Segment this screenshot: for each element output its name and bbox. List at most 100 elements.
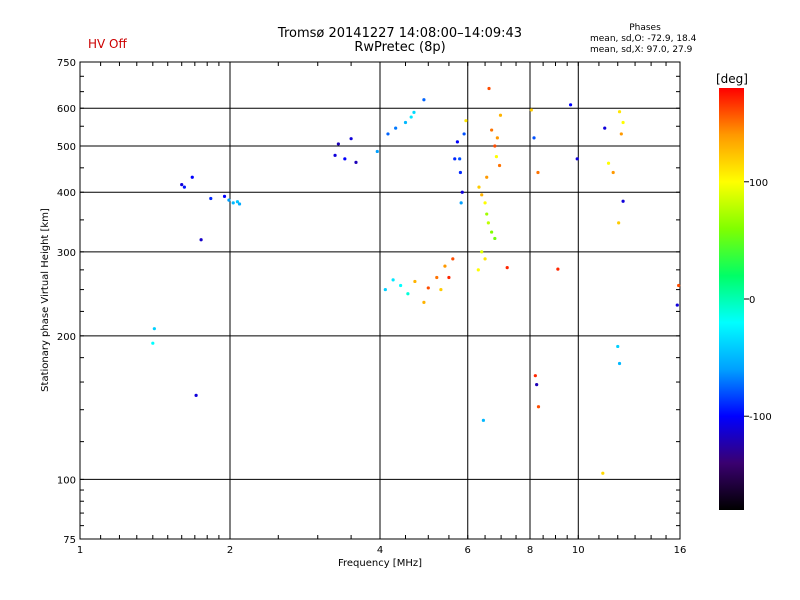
phases-o-mode: mean, sd,O: -72.9, 18.4: [590, 34, 697, 44]
y-tick-label: 600: [57, 104, 76, 115]
data-point: [458, 157, 462, 161]
data-point: [476, 268, 480, 272]
data-point: [349, 137, 353, 141]
data-point: [533, 374, 537, 378]
data-point: [375, 149, 379, 154]
data-point: [494, 155, 499, 159]
data-point: [180, 182, 184, 187]
data-point: [619, 132, 623, 136]
data-point: [462, 132, 466, 136]
data-point: [529, 108, 533, 112]
data-point: [447, 275, 451, 280]
y-tick-label: 300: [57, 248, 76, 259]
data-point: [227, 198, 231, 202]
data-point: [617, 361, 622, 366]
data-point: [391, 278, 395, 282]
data-point: [453, 157, 457, 161]
data-point: [481, 418, 485, 422]
chart-subtitle: RwPretec (8p): [354, 40, 446, 55]
data-point: [498, 113, 503, 117]
data-point: [333, 153, 337, 157]
data-point: [343, 157, 347, 161]
colorbar-tick-label: 0: [749, 295, 755, 306]
data-point: [621, 120, 625, 125]
x-tick-label: 16: [674, 545, 687, 556]
x-tick-label: 6: [465, 545, 471, 556]
data-point: [483, 201, 487, 205]
data-point: [556, 267, 560, 271]
colorbar-tick-label: 100: [749, 178, 768, 189]
data-point: [483, 257, 487, 261]
data-point: [568, 103, 573, 107]
data-point: [199, 238, 203, 242]
data-point: [611, 170, 615, 175]
colorbar: [719, 88, 744, 510]
data-point: [422, 300, 426, 305]
data-point: [182, 185, 186, 189]
x-axis-label: Frequency [MHz]: [338, 558, 422, 569]
data-point: [399, 283, 403, 288]
data-point: [152, 327, 156, 331]
x-tick-label: 10: [572, 545, 585, 556]
data-point: [480, 193, 484, 197]
data-point: [490, 128, 494, 132]
data-point: [460, 190, 464, 194]
data-point: [383, 287, 387, 292]
x-tick-labels: 1 2 4 6 8 10 16: [77, 545, 687, 556]
y-tick-label: 75: [63, 535, 76, 546]
data-point: [151, 341, 155, 345]
data-point: [505, 265, 509, 270]
phases-x-mode: mean, sd,X: 97.0, 27.9: [590, 45, 693, 55]
x-tick-label: 4: [377, 545, 383, 556]
axis-ticks: [80, 62, 680, 539]
data-point: [190, 175, 194, 179]
data-point: [536, 170, 540, 175]
data-point: [458, 170, 463, 175]
data-point: [459, 201, 463, 205]
data-point: [451, 257, 455, 261]
y-tick-label: 750: [57, 58, 76, 69]
y-axis-label: Stationary phase Virtual Height [km]: [40, 208, 51, 392]
data-point: [485, 212, 489, 216]
y-tick-label: 100: [57, 475, 76, 486]
data-point: [386, 132, 390, 136]
data-point: [490, 230, 494, 234]
data-point: [487, 86, 491, 91]
data-point: [413, 279, 417, 284]
data-point: [617, 221, 621, 225]
data-point: [485, 175, 489, 179]
data-point: [535, 383, 539, 387]
y-tick-label: 400: [57, 188, 76, 199]
data-point: [677, 283, 681, 288]
data-point: [601, 471, 605, 475]
data-point: [497, 163, 502, 168]
colorbar-label: [deg]: [716, 72, 748, 86]
data-point: [606, 161, 611, 165]
data-point: [616, 344, 620, 349]
colorbar-tick-label: -100: [749, 412, 772, 423]
x-tick-label: 2: [227, 545, 233, 556]
data-point: [617, 110, 622, 114]
data-point: [409, 115, 413, 119]
y-tick-labels: 75 100 200 300 400 500 600 750: [57, 58, 76, 546]
data-point: [532, 136, 536, 140]
hv-status: HV Off: [88, 37, 127, 51]
x-tick-label: 1: [77, 545, 83, 556]
data-point: [486, 221, 490, 225]
scatter-points: [151, 86, 681, 475]
chart-title: Tromsø 20141227 14:08:00–14:09:43: [277, 26, 523, 41]
y-tick-label: 500: [57, 142, 76, 153]
data-point: [443, 264, 447, 268]
data-point: [575, 157, 579, 161]
data-point: [426, 286, 430, 290]
y-tick-label: 200: [57, 332, 76, 343]
data-point: [480, 250, 484, 254]
x-tick-label: 8: [527, 545, 533, 556]
data-point: [439, 287, 443, 292]
data-point: [536, 405, 541, 409]
data-point: [237, 202, 242, 206]
data-point: [394, 126, 398, 130]
data-point: [403, 120, 408, 125]
data-point: [422, 98, 426, 102]
data-point: [222, 194, 227, 199]
